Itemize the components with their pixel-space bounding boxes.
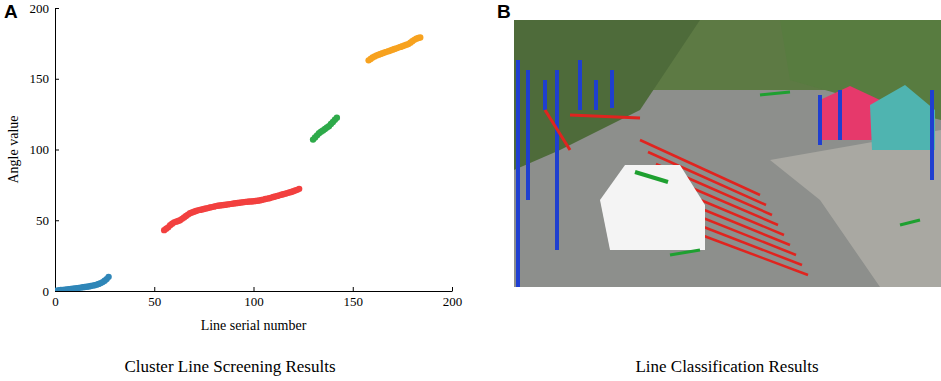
x-tick-mark bbox=[254, 287, 255, 291]
trees bbox=[514, 20, 700, 170]
horizontal-line bbox=[696, 224, 802, 265]
point bbox=[105, 274, 111, 280]
vertical-line bbox=[543, 80, 547, 110]
x-tick-label: 0 bbox=[52, 294, 59, 309]
y-tick-label: 0 bbox=[43, 284, 50, 299]
x-axis-line bbox=[56, 291, 453, 292]
panel-label: B bbox=[497, 1, 511, 22]
oblique-line bbox=[760, 92, 790, 95]
vertical-line bbox=[930, 90, 934, 180]
x-tick-label: 200 bbox=[443, 294, 463, 309]
vertical-line bbox=[578, 60, 582, 110]
point bbox=[296, 186, 302, 192]
x-axis-title: Line serial number bbox=[201, 318, 307, 333]
y-tick-label: 200 bbox=[30, 1, 50, 16]
y-tick-label: 100 bbox=[30, 142, 50, 157]
y-tick-mark bbox=[55, 150, 59, 151]
y-tick: 0 bbox=[43, 284, 60, 299]
y-tick-mark bbox=[55, 220, 59, 221]
caption: Cluster Line Screening Results bbox=[124, 357, 335, 376]
x-axis: 0 50 100 150 200 bbox=[52, 287, 462, 309]
x-tick-label: 150 bbox=[344, 294, 364, 309]
oblique-line bbox=[670, 250, 700, 255]
horizontal-line bbox=[570, 115, 640, 118]
x-tick: 100 bbox=[244, 287, 264, 309]
y-tick-mark bbox=[55, 8, 59, 9]
y-tick-label: 150 bbox=[30, 71, 50, 86]
tent bbox=[870, 85, 935, 150]
x-tick-mark bbox=[353, 287, 354, 291]
horizontal-line bbox=[545, 110, 570, 150]
x-tick: 50 bbox=[148, 287, 161, 309]
vertical-line bbox=[555, 70, 559, 250]
car bbox=[600, 165, 705, 250]
vertical-line bbox=[818, 95, 822, 145]
vertical-line bbox=[516, 60, 520, 287]
horizontal-line bbox=[704, 236, 808, 275]
series bbox=[310, 114, 340, 142]
road bbox=[514, 20, 941, 287]
y-axis: 0 50 100 150 200 bbox=[30, 1, 60, 299]
oblique-line bbox=[900, 220, 920, 225]
y-tick-label: 50 bbox=[36, 213, 49, 228]
vertical-line bbox=[526, 70, 530, 200]
panel-label: A bbox=[4, 1, 18, 22]
series bbox=[55, 274, 112, 291]
figure: A 0 50 100 150 200 0 50 100 150 200 Line serial num… bbox=[0, 0, 941, 381]
x-tick-label: 50 bbox=[148, 294, 161, 309]
y-tick-mark bbox=[55, 79, 59, 80]
y-tick-mark bbox=[55, 291, 59, 292]
vertical-line bbox=[838, 90, 842, 140]
series bbox=[161, 186, 302, 234]
point bbox=[417, 34, 423, 40]
points bbox=[55, 34, 423, 291]
x-tick-label: 100 bbox=[244, 294, 264, 309]
point bbox=[334, 114, 340, 120]
y-axis-title: Angle value bbox=[6, 115, 21, 183]
vertical-line bbox=[594, 80, 598, 110]
x-tick-mark bbox=[154, 287, 155, 291]
photo bbox=[514, 20, 941, 287]
series bbox=[365, 34, 423, 63]
y-tick: 100 bbox=[30, 142, 60, 157]
x-tick: 200 bbox=[443, 287, 463, 309]
x-tick-mark bbox=[452, 287, 453, 291]
y-tick: 150 bbox=[30, 71, 60, 86]
caption: Line Classification Results bbox=[635, 357, 818, 376]
oblique-line bbox=[635, 172, 668, 182]
y-tick: 200 bbox=[30, 1, 60, 16]
y-tick: 50 bbox=[36, 213, 59, 228]
vertical-line bbox=[610, 70, 614, 108]
x-tick: 150 bbox=[344, 287, 364, 309]
